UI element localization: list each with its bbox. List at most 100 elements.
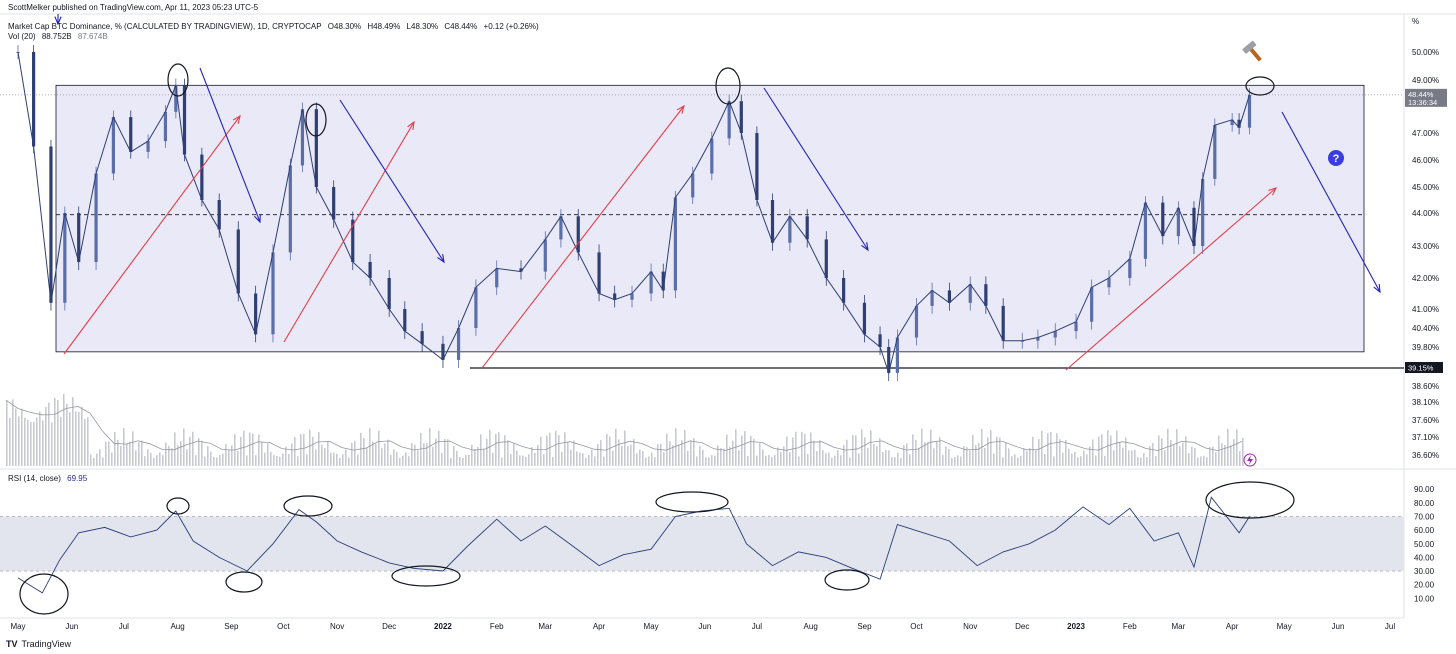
volume-bar: [741, 435, 743, 466]
volume-bar: [645, 457, 647, 466]
volume-bar: [1179, 446, 1181, 466]
volume-bar: [1056, 433, 1058, 466]
volume-bar: [972, 434, 974, 466]
volume-bar: [201, 440, 203, 466]
volume-bar: [36, 417, 38, 466]
volume-bar: [720, 448, 722, 466]
candle-body: [351, 219, 355, 262]
volume-bar: [45, 406, 47, 466]
volume-bar: [633, 438, 635, 466]
volume-bar: [579, 452, 581, 466]
candle-body: [129, 117, 133, 152]
candle-body: [1001, 305, 1005, 341]
volume-bar: [807, 454, 809, 466]
volume-bar: [321, 444, 323, 466]
volume-bar: [324, 448, 326, 466]
volume-bar: [1044, 453, 1046, 466]
volume-bar: [426, 443, 428, 466]
volume-bar: [423, 443, 425, 466]
volume-bar: [1077, 457, 1079, 466]
volume-bar: [813, 440, 815, 466]
price-tick-label: 49.00%: [1412, 76, 1439, 85]
candle-body: [559, 216, 563, 240]
rsi-circle: [824, 569, 870, 591]
ohlc-change: +0.12 (+0.26%): [483, 22, 539, 31]
volume-bar: [618, 439, 620, 466]
volume-bar: [1119, 442, 1121, 466]
volume-bar: [771, 457, 773, 466]
volume-bar: [24, 417, 26, 466]
volume-bar: [408, 456, 410, 466]
volume-bar: [651, 452, 653, 466]
volume-bar: [138, 442, 140, 466]
volume-bar: [1203, 455, 1205, 466]
volume-bar: [1161, 438, 1163, 466]
price-tick-label: 36.60%: [1412, 451, 1439, 460]
volume-bar: [267, 443, 269, 466]
volume-bar: [183, 428, 185, 466]
volume-bar: [1047, 433, 1049, 466]
ohlc-close: C48.44%: [444, 22, 478, 31]
candle-body: [146, 141, 150, 152]
candle-body: [543, 239, 547, 272]
candle-body: [254, 293, 258, 335]
annotations: [19, 14, 1381, 615]
volume-bar: [396, 451, 398, 466]
candle-body: [1074, 321, 1078, 332]
volume-bar: [714, 455, 716, 466]
volume-bar: [1023, 448, 1025, 466]
volume-bar: [1149, 446, 1151, 466]
volume-bar: [738, 450, 740, 466]
volume-bar: [1140, 457, 1142, 466]
lightning-icon[interactable]: [1243, 453, 1257, 467]
volume-bar: [63, 394, 65, 466]
volume-bar: [534, 452, 536, 466]
volume-bar: [873, 444, 875, 466]
volume-bar: [1086, 454, 1088, 466]
volume-bar: [882, 451, 884, 466]
price-tick-label: 44.00%: [1412, 209, 1439, 218]
price-tick-label: 45.00%: [1412, 183, 1439, 192]
tradingview-footer[interactable]: TV TradingView: [6, 639, 71, 649]
time-tick-label: Aug: [170, 622, 184, 631]
volume-bar: [1233, 439, 1235, 466]
blue-down-arrow-head: [1373, 283, 1381, 294]
volume-bar: [780, 451, 782, 466]
candle-body: [271, 252, 275, 335]
volume-bar: [849, 457, 851, 466]
rsi-tick-label: 10.00: [1414, 594, 1435, 603]
volume-bar: [1224, 445, 1226, 466]
candle-body: [788, 216, 792, 243]
red-up-arrow: [481, 105, 685, 369]
volume-bar: [246, 455, 248, 466]
volume-bar: [1176, 429, 1178, 466]
volume-bar: [1089, 446, 1091, 466]
blue-down-arrow-head: [254, 213, 261, 224]
volume-bar: [561, 451, 563, 466]
svg-text:?: ?: [1333, 153, 1340, 165]
volume-bar: [615, 428, 617, 466]
volume-bar: [117, 439, 119, 466]
volume-bar: [471, 444, 473, 466]
volume-bar: [792, 437, 794, 466]
volume-bar: [240, 436, 242, 466]
volume-bar: [546, 435, 548, 466]
candle-body: [519, 268, 523, 272]
volume-bar: [933, 448, 935, 466]
volume-bar: [558, 435, 560, 466]
volume-bar: [213, 456, 215, 466]
volume-bar: [312, 436, 314, 466]
volume-bar: [576, 451, 578, 466]
volume-bar: [948, 448, 950, 466]
volume-bar: [612, 450, 614, 466]
candle-body: [1213, 125, 1217, 179]
volume-bar: [1188, 453, 1190, 466]
candle-body: [914, 305, 919, 338]
candle-body: [163, 111, 168, 142]
volume-bar: [522, 455, 524, 466]
question-icon: ?: [1328, 150, 1344, 166]
volume-bar: [237, 450, 239, 466]
volume-bar: [1116, 430, 1118, 466]
volume-bar: [942, 454, 944, 466]
volume-label: Vol (20): [8, 32, 36, 41]
